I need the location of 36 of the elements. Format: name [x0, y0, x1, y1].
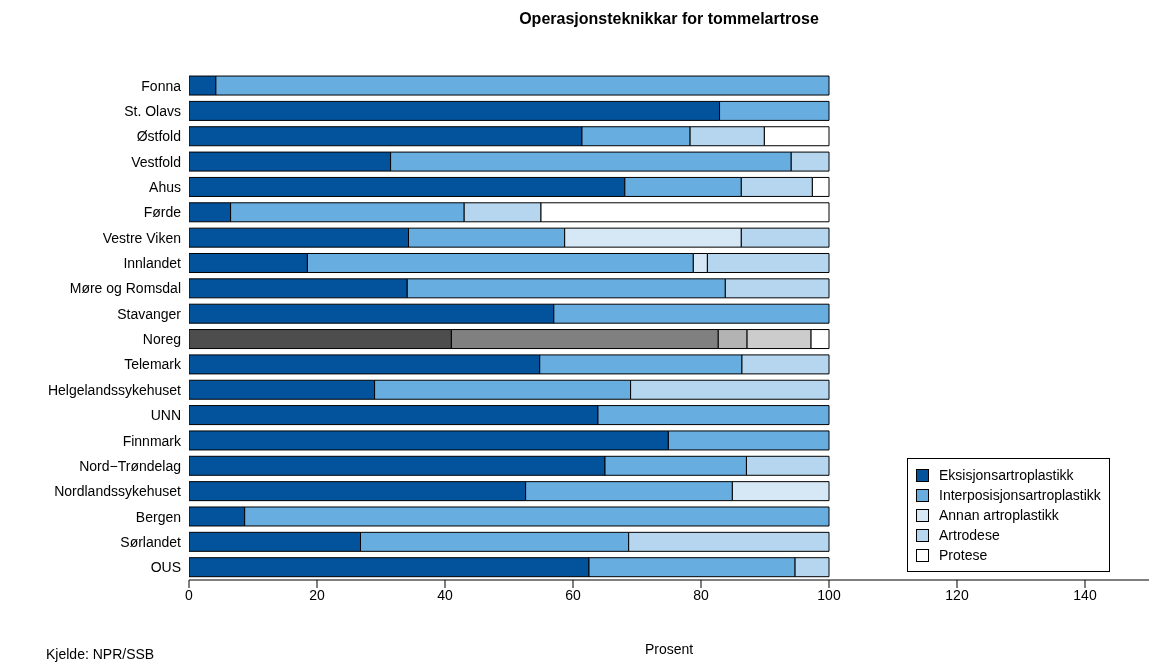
- legend-label: Annan artroplastikk: [939, 507, 1059, 523]
- legend-label: Eksisjonsartroplastikk: [939, 467, 1074, 483]
- y-tick-label: Bergen: [135, 508, 181, 525]
- x-tick-label: 20: [309, 586, 325, 603]
- y-tick-label: UNN: [150, 407, 181, 424]
- x-tick-label: 0: [185, 586, 194, 603]
- x-tick-label: 140: [1073, 586, 1097, 603]
- y-tick-label: Østfold: [136, 128, 181, 145]
- y-tick-label: Helgelandssykehuset: [47, 381, 182, 398]
- x-axis-title: Prosent: [643, 641, 695, 657]
- y-tick-label: Fonna: [141, 77, 182, 94]
- chart-title: Operasjonsteknikkar for tommelartrose: [518, 10, 820, 28]
- legend-label: Interposisjonsartroplastikk: [939, 487, 1101, 503]
- legend-label: Protese: [939, 547, 988, 563]
- x-tick-label: 60: [565, 586, 581, 603]
- y-tick-label: Ahus: [149, 179, 181, 196]
- y-tick-label: Stavanger: [117, 305, 182, 322]
- y-tick-label: Møre og Romsdal: [69, 280, 181, 297]
- x-tick-label: 40: [437, 586, 453, 603]
- y-tick-label: OUS: [150, 559, 181, 576]
- y-tick-label: Sørlandet: [120, 533, 182, 550]
- text: Kjelde: NPR/SSB: [46, 646, 155, 662]
- y-tick-label: Telemark: [124, 356, 182, 373]
- y-tick-label: Nordlandssykehuset: [54, 483, 182, 500]
- y-tick-label: Nord−Trøndelag: [79, 457, 181, 474]
- legend-label: Artrodese: [939, 527, 1000, 543]
- x-tick-label: 80: [693, 586, 709, 603]
- y-tick-label: Vestre Viken: [102, 229, 181, 246]
- x-tick-label: 120: [945, 586, 969, 603]
- x-tick-label: 100: [817, 586, 841, 603]
- y-tick-label: Finnmark: [122, 432, 182, 449]
- y-tick-label: St. Olavs: [124, 103, 181, 119]
- y-tick-label: Noreg: [142, 331, 181, 348]
- y-tick-label: Innlandet: [123, 255, 182, 272]
- y-tick-label: Vestfold: [131, 153, 181, 170]
- y-tick-label: Førde: [143, 204, 182, 221]
